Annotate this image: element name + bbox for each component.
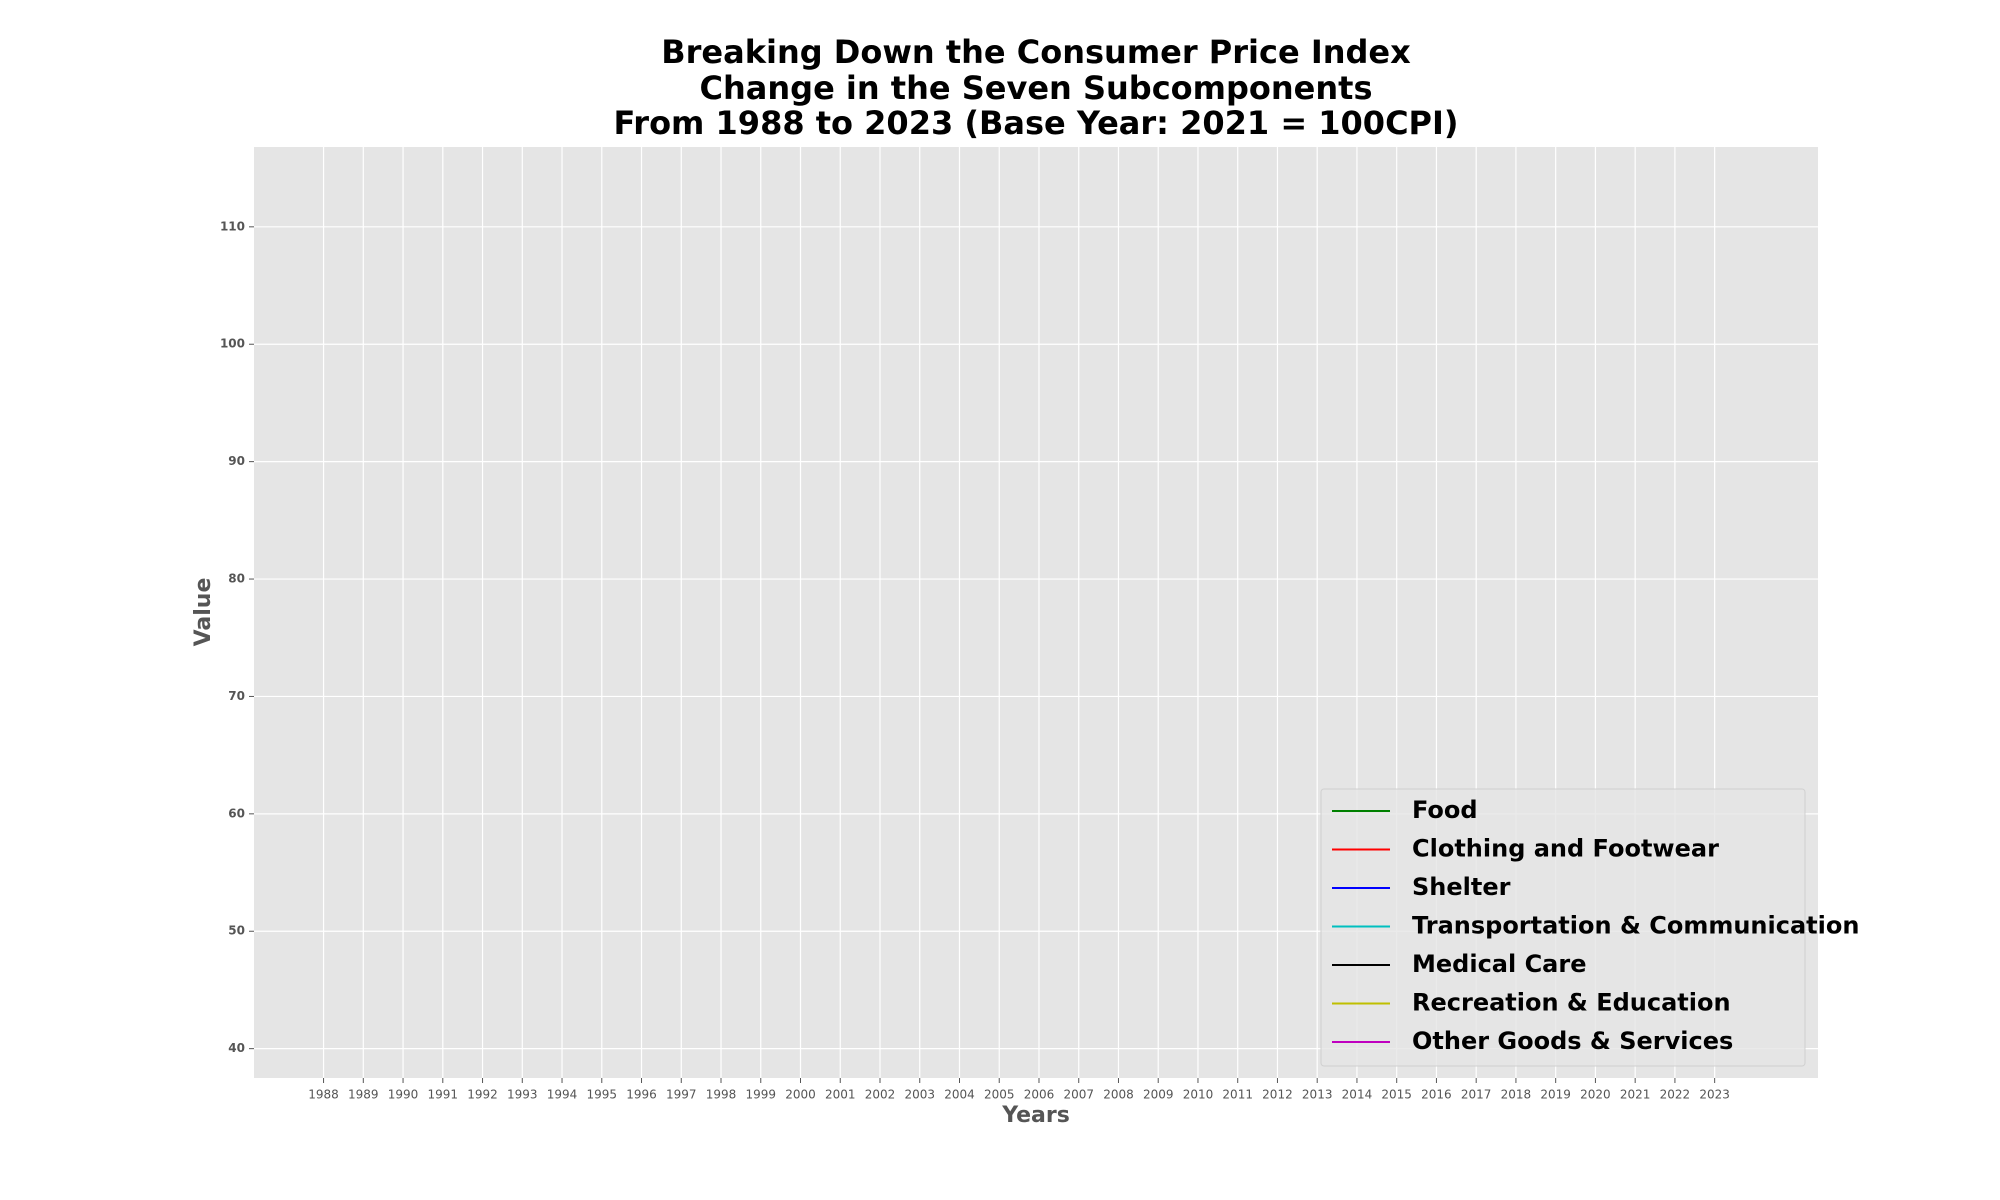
x-tick-label: 1990 (388, 1088, 419, 1102)
legend-label: Medical Care (1412, 950, 1587, 978)
x-tick-label: 2016 (1421, 1088, 1452, 1102)
x-tick-label: 2004 (944, 1088, 975, 1102)
x-tick-label: 2007 (1063, 1088, 1094, 1102)
x-tick-label: 1999 (745, 1088, 776, 1102)
x-tick-label: 1993 (507, 1088, 538, 1102)
x-tick-label: 2015 (1381, 1088, 1412, 1102)
y-axis-label: Value (191, 578, 216, 647)
legend-box (1320, 788, 1806, 1067)
y-tick-label: 110 (220, 219, 245, 233)
x-tick-label: 2023 (1699, 1088, 1730, 1102)
x-tick-label: 2009 (1143, 1088, 1174, 1102)
x-tick-label: 2013 (1302, 1088, 1333, 1102)
x-tick-label: 1992 (467, 1088, 498, 1102)
x-tick-label: 2014 (1342, 1088, 1373, 1102)
x-tick-label: 2019 (1540, 1088, 1571, 1102)
x-tick-label: 2011 (1222, 1088, 1253, 1102)
x-tick-label: 1995 (587, 1088, 618, 1102)
x-tick-label: 1994 (547, 1088, 578, 1102)
x-tick-label: 1996 (626, 1088, 657, 1102)
chart-title: Change in the Seven Subcomponents (700, 69, 1373, 107)
x-tick-label: 2000 (785, 1088, 816, 1102)
y-tick-label: 40 (228, 1041, 245, 1055)
x-tick-label: 1998 (706, 1088, 737, 1102)
x-tick-label: 2018 (1501, 1088, 1532, 1102)
legend-label: Other Goods & Services (1412, 1027, 1733, 1055)
x-tick-label: 2010 (1183, 1088, 1214, 1102)
x-tick-label: 1991 (428, 1088, 459, 1102)
legend-label: Clothing and Footwear (1412, 835, 1719, 863)
y-tick-label: 60 (228, 806, 245, 820)
x-tick-label: 1988 (308, 1088, 339, 1102)
legend-label: Food (1412, 796, 1478, 824)
x-tick-label: 2022 (1660, 1088, 1691, 1102)
x-axis-label: Years (1001, 1103, 1070, 1128)
x-tick-label: 2003 (904, 1088, 935, 1102)
y-tick-label: 50 (228, 924, 245, 938)
x-tick-label: 2001 (825, 1088, 856, 1102)
x-tick-label: 2020 (1580, 1088, 1611, 1102)
y-tick-label: 90 (228, 454, 245, 468)
x-tick-label: 1997 (666, 1088, 697, 1102)
legend-label: Recreation & Education (1412, 989, 1731, 1017)
y-tick-label: 70 (228, 689, 245, 703)
x-tick-label: 2021 (1620, 1088, 1651, 1102)
x-tick-label: 1989 (348, 1088, 379, 1102)
legend-label: Shelter (1412, 873, 1511, 901)
x-tick-label: 2005 (984, 1088, 1015, 1102)
x-tick-label: 2012 (1262, 1088, 1293, 1102)
x-tick-label: 2017 (1461, 1088, 1492, 1102)
y-tick-label: 80 (228, 572, 245, 586)
y-tick-label: 100 (220, 337, 245, 351)
chart-title: From 1988 to 2023 (Base Year: 2021 = 100… (613, 104, 1458, 142)
x-tick-label: 2006 (1024, 1088, 1055, 1102)
x-tick-label: 2008 (1103, 1088, 1134, 1102)
x-tick-label: 2002 (865, 1088, 896, 1102)
chart-title: Breaking Down the Consumer Price Index (661, 33, 1411, 71)
legend-label: Transportation & Communication (1412, 912, 1859, 940)
